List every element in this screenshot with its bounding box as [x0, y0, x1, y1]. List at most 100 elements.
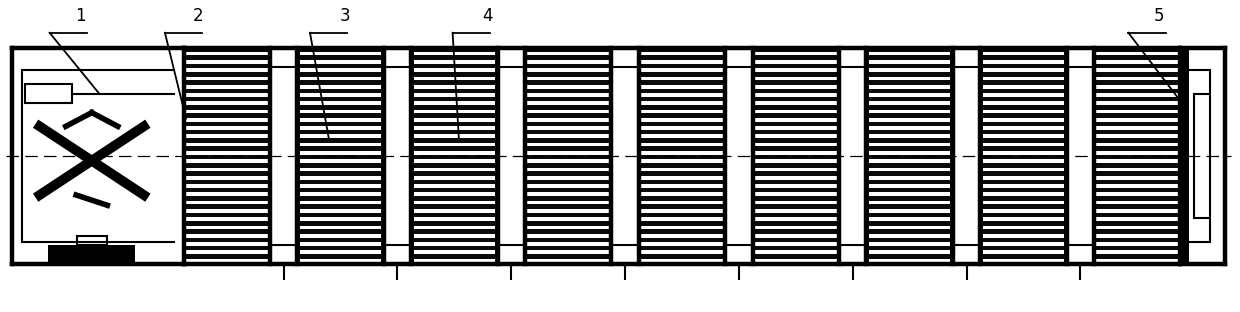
Bar	[641, 134, 723, 138]
Bar	[527, 52, 609, 56]
Bar	[186, 52, 268, 56]
Bar	[300, 193, 382, 196]
Bar	[869, 159, 950, 163]
Bar	[982, 151, 1064, 155]
Bar	[414, 201, 495, 204]
Bar	[414, 217, 495, 221]
Bar	[982, 201, 1064, 204]
Bar	[982, 242, 1064, 246]
Bar	[641, 168, 723, 171]
Bar	[300, 201, 382, 204]
Bar	[982, 118, 1064, 122]
Bar	[641, 184, 723, 188]
Bar	[952, 48, 980, 264]
Bar	[527, 209, 609, 213]
Bar	[300, 217, 382, 221]
Bar	[527, 101, 609, 105]
Bar	[186, 251, 268, 254]
Bar	[414, 93, 495, 97]
Bar	[527, 201, 609, 204]
Bar	[527, 93, 609, 97]
Bar	[1096, 184, 1178, 188]
Bar	[1096, 143, 1178, 146]
Bar	[186, 85, 268, 89]
Bar	[527, 184, 609, 188]
Bar	[77, 236, 107, 245]
Bar	[414, 68, 495, 72]
Bar	[869, 85, 950, 89]
Bar	[641, 60, 723, 64]
Bar	[869, 176, 950, 180]
Bar	[300, 151, 382, 155]
Bar	[300, 52, 382, 56]
Bar	[641, 68, 723, 72]
Bar	[869, 184, 950, 188]
Bar	[1066, 48, 1094, 264]
Bar	[982, 60, 1064, 64]
Bar	[186, 259, 268, 262]
Bar	[641, 226, 723, 229]
Bar	[527, 126, 609, 130]
Bar	[641, 159, 723, 163]
Bar	[186, 176, 268, 180]
Bar	[414, 209, 495, 213]
Bar	[982, 259, 1064, 262]
Bar	[982, 85, 1064, 89]
Bar	[869, 242, 950, 246]
Text: 3: 3	[340, 7, 350, 25]
Bar	[755, 134, 837, 138]
Bar	[1096, 209, 1178, 213]
Bar	[300, 134, 382, 138]
Bar	[414, 52, 495, 56]
Bar	[300, 93, 382, 97]
Bar	[755, 126, 837, 130]
Bar	[755, 52, 837, 56]
Bar	[1096, 242, 1178, 246]
Bar	[186, 159, 268, 163]
Bar	[982, 126, 1064, 130]
Bar	[186, 151, 268, 155]
Bar	[527, 217, 609, 221]
Bar	[725, 48, 753, 264]
Bar	[755, 118, 837, 122]
Bar	[186, 201, 268, 204]
Bar	[527, 68, 609, 72]
Bar	[1096, 201, 1178, 204]
Bar	[1096, 101, 1178, 105]
Bar	[982, 134, 1064, 138]
Bar	[641, 259, 723, 262]
Bar	[414, 242, 495, 246]
Bar	[414, 143, 495, 146]
Bar	[755, 93, 837, 97]
Text: 1: 1	[76, 7, 86, 25]
Bar	[527, 143, 609, 146]
Bar	[414, 110, 495, 113]
Bar	[982, 110, 1064, 113]
Bar	[184, 48, 270, 264]
Bar	[414, 126, 495, 130]
Bar	[414, 259, 495, 262]
Bar	[1096, 134, 1178, 138]
Bar	[755, 234, 837, 237]
Bar	[186, 76, 268, 80]
Bar	[982, 168, 1064, 171]
Bar	[186, 93, 268, 97]
Bar	[1096, 176, 1178, 180]
Bar	[1094, 48, 1180, 264]
Bar	[1096, 60, 1178, 64]
Bar	[186, 242, 268, 246]
Bar	[755, 184, 837, 188]
Bar	[869, 134, 950, 138]
Bar	[755, 159, 837, 163]
Bar	[641, 143, 723, 146]
Bar	[755, 68, 837, 72]
Bar	[982, 251, 1064, 254]
Bar	[611, 48, 639, 264]
Bar	[1096, 226, 1178, 229]
Bar	[300, 110, 382, 113]
Bar	[414, 159, 495, 163]
Bar	[300, 242, 382, 246]
Bar	[641, 52, 723, 56]
Bar	[300, 234, 382, 237]
Bar	[869, 110, 950, 113]
